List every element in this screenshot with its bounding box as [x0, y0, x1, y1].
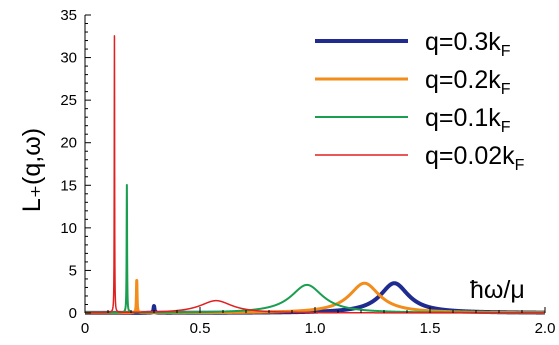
x-tick-label: 0.5: [190, 320, 211, 337]
y-tick-label: 5: [69, 262, 77, 279]
x-tick-label: 2.0: [535, 320, 556, 337]
y-tick-label: 10: [60, 220, 77, 237]
x-tick-label: 1.0: [305, 320, 326, 337]
x-tick-label: 0: [81, 320, 89, 337]
legend-label: q=0.02kF: [425, 142, 525, 174]
y-tick-label: 35: [60, 7, 77, 24]
x-axis-label: ħω/μ: [470, 276, 525, 304]
y-tick-label: 0: [69, 305, 77, 322]
x-tick-label: 1.5: [420, 320, 441, 337]
y-tick-label: 15: [60, 177, 77, 194]
y-tick-label: 25: [60, 92, 77, 109]
legend-label: q=0.2kF: [425, 66, 511, 98]
legend: q=0.3kF q=0.2kF q=0.1kF q=0.02kF: [315, 28, 525, 174]
y-tick-label: 20: [60, 135, 77, 152]
y-tick-label: 30: [60, 50, 77, 67]
y-axis-label: L₊(q,ω): [18, 128, 46, 212]
ticks: 0 0.5 1.0 1.5 2.0 0 5 10 15 20 25 30 35: [60, 7, 555, 337]
legend-label: q=0.1kF: [425, 104, 511, 136]
legend-label: q=0.3kF: [425, 28, 511, 60]
